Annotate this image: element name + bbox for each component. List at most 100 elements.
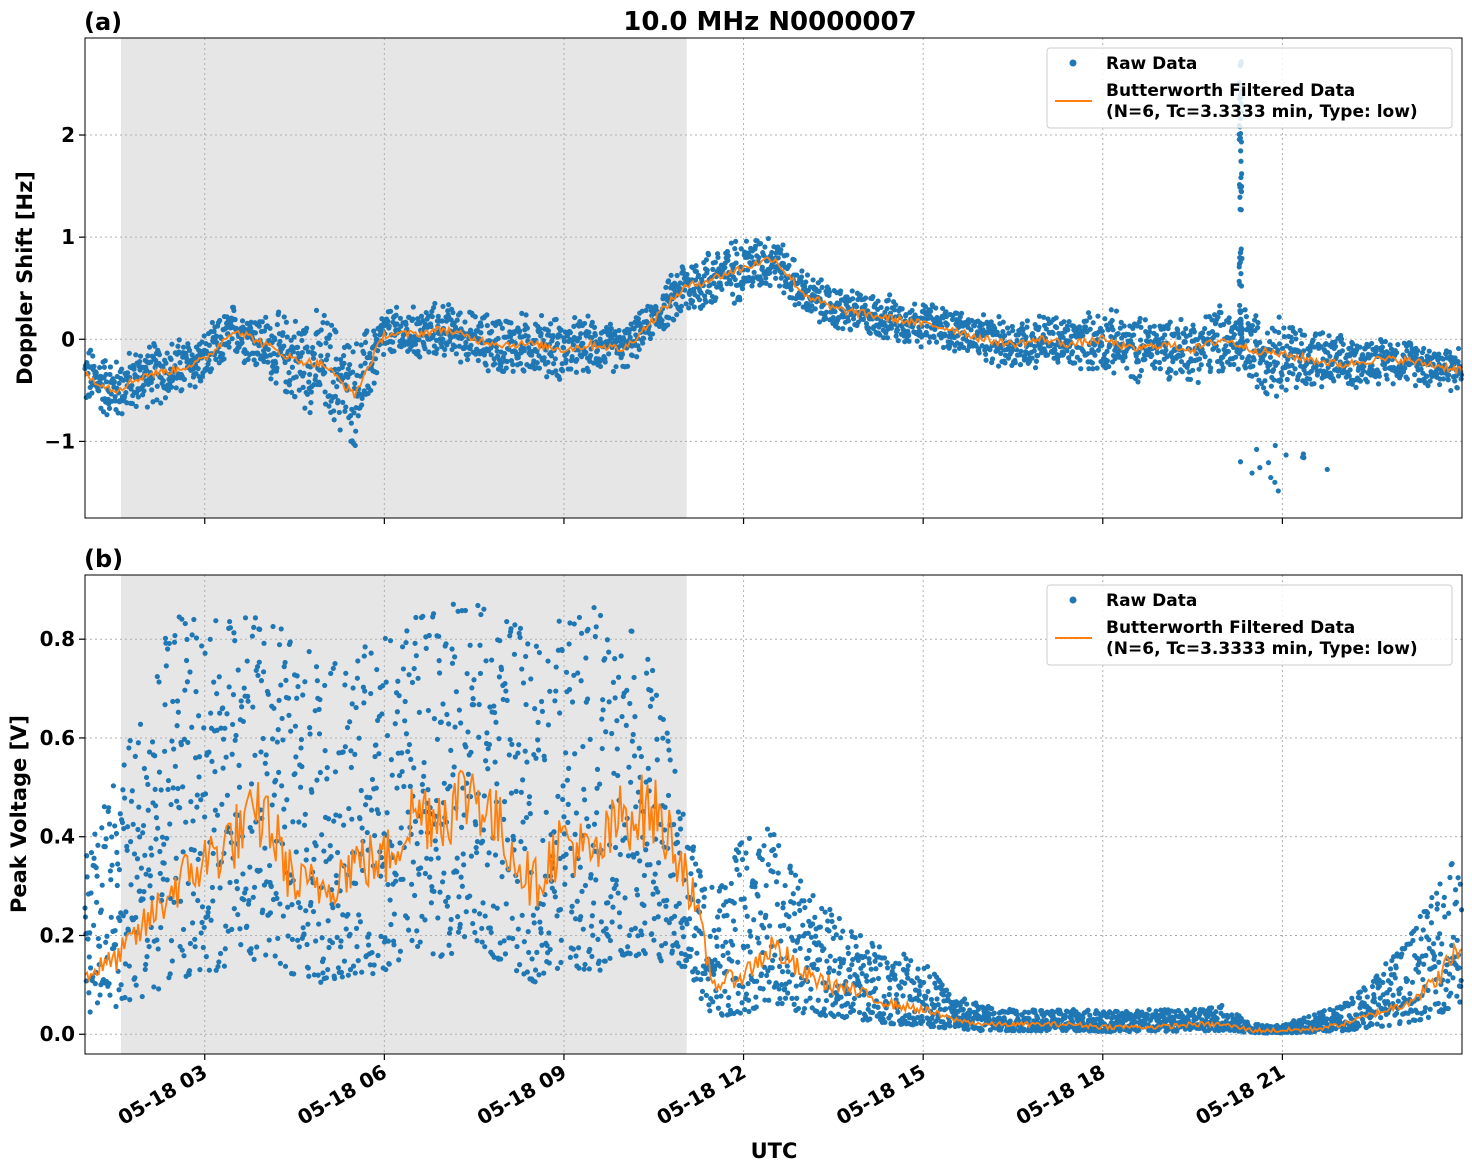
raw-data-point — [229, 926, 235, 933]
raw-data-point — [470, 702, 477, 708]
raw-data-point — [129, 382, 135, 389]
raw-data-point — [520, 680, 527, 686]
raw-data-point — [423, 645, 429, 651]
raw-data-point — [116, 987, 122, 993]
raw-data-point — [1072, 360, 1078, 366]
raw-data-point — [906, 332, 912, 339]
raw-data-point — [234, 886, 240, 892]
raw-data-point — [460, 851, 466, 857]
raw-data-point — [560, 368, 566, 374]
raw-data-point — [195, 897, 201, 904]
raw-data-point — [654, 757, 660, 763]
raw-data-point — [696, 272, 702, 278]
raw-data-point — [521, 348, 527, 354]
raw-data-point — [615, 772, 621, 779]
raw-data-point — [361, 700, 367, 706]
raw-data-point — [650, 891, 656, 897]
y-tick-label: 2 — [61, 123, 75, 147]
raw-data-point — [287, 378, 293, 384]
raw-data-point — [308, 389, 314, 395]
raw-data-point — [186, 967, 193, 974]
raw-data-point — [1113, 308, 1120, 314]
panel-a-legend-filtered-label-1: Butterworth Filtered Data — [1106, 81, 1355, 101]
raw-data-point — [385, 938, 391, 944]
raw-data-point — [430, 305, 437, 311]
raw-data-point — [184, 679, 191, 685]
raw-data-point — [656, 901, 663, 907]
raw-data-point — [499, 325, 506, 331]
raw-data-point — [590, 932, 596, 938]
raw-data-point — [267, 910, 274, 916]
raw-data-point — [1085, 310, 1092, 316]
raw-data-point — [99, 882, 105, 888]
raw-data-point — [1455, 345, 1462, 352]
raw-data-point — [450, 309, 456, 316]
raw-data-point — [211, 827, 217, 833]
raw-data-point — [437, 889, 443, 895]
raw-data-point — [341, 958, 348, 964]
raw-data-point — [279, 783, 285, 789]
raw-data-point — [736, 849, 742, 855]
raw-data-point — [334, 849, 341, 856]
raw-data-point — [409, 937, 415, 944]
raw-data-point — [628, 321, 634, 327]
raw-data-point — [545, 359, 551, 365]
raw-data-point — [1137, 337, 1144, 343]
raw-data-point-outlier — [1253, 446, 1260, 453]
raw-data-point — [870, 294, 876, 300]
raw-data-point — [477, 670, 484, 677]
raw-data-point — [375, 952, 381, 959]
raw-data-point — [295, 900, 302, 906]
raw-data-point — [592, 332, 598, 338]
raw-data-point — [671, 930, 677, 936]
raw-data-point — [1340, 341, 1346, 347]
raw-data-point — [173, 855, 179, 861]
raw-data-point — [737, 1010, 743, 1016]
raw-data-point — [760, 986, 766, 992]
raw-data-point — [221, 963, 228, 969]
raw-data-point — [487, 925, 493, 931]
raw-data-point — [504, 837, 511, 843]
raw-data-point — [345, 911, 351, 918]
raw-data-point — [1094, 365, 1100, 371]
raw-data-point — [818, 277, 824, 283]
raw-data-point — [231, 630, 237, 636]
raw-data-point — [240, 718, 246, 725]
raw-data-point — [467, 642, 473, 648]
raw-data-point — [538, 930, 544, 936]
raw-data-point — [357, 373, 363, 379]
raw-data-point — [289, 364, 296, 370]
raw-data-point — [272, 953, 278, 959]
raw-data-point — [492, 759, 498, 765]
raw-data-point — [586, 966, 592, 972]
raw-data-point — [1032, 365, 1039, 371]
raw-data-point-outlier — [1299, 454, 1306, 460]
raw-data-point — [103, 939, 109, 945]
raw-data-point — [452, 343, 458, 350]
raw-data-point — [1061, 319, 1067, 325]
raw-data-point — [540, 901, 546, 908]
raw-data-point — [703, 992, 709, 998]
raw-data-point — [107, 371, 113, 378]
raw-data-point — [527, 810, 533, 817]
raw-data-point — [176, 337, 182, 343]
raw-data-point — [763, 912, 769, 918]
raw-data-point — [785, 990, 791, 996]
raw-data-point — [357, 816, 363, 822]
raw-data-point — [671, 317, 677, 323]
raw-data-point — [660, 735, 666, 741]
raw-data-point — [604, 637, 610, 643]
raw-data-point — [1357, 344, 1363, 350]
raw-data-point — [1138, 367, 1145, 374]
raw-data-point — [381, 351, 387, 358]
raw-data-point — [715, 1005, 722, 1011]
raw-data-point — [523, 814, 530, 821]
raw-data-point — [710, 999, 716, 1005]
raw-data-point — [276, 309, 282, 315]
raw-data-point — [227, 625, 234, 631]
raw-data-point — [196, 754, 203, 760]
raw-data-point — [232, 638, 238, 644]
raw-data-point — [1066, 318, 1072, 325]
raw-data-point — [573, 953, 579, 959]
raw-data-point — [330, 905, 336, 911]
